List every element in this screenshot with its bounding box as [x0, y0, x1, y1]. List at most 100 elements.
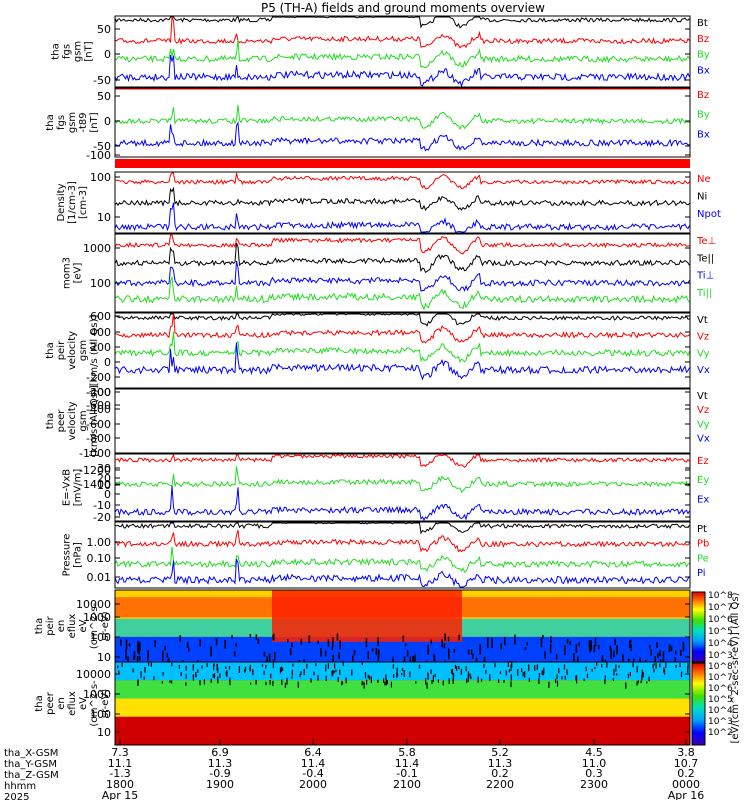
- y-axis-label-line: (cm^2-s-: [89, 680, 100, 727]
- panel-4: 1000 100 mom3 [eV] Te⊥ Te|| Ti⊥ Ti||: [62, 233, 716, 313]
- noise-speckle: [339, 640, 341, 650]
- x-tick-label: 5.8: [398, 746, 416, 759]
- panel-1: 50 0 -50 tha fgs gsm [nT] Bt Bz By Bx: [51, 15, 710, 88]
- colorbar-tick: 10^3: [708, 651, 733, 661]
- x-tick-label: 5.2: [491, 746, 509, 759]
- noise-speckle: [601, 663, 603, 668]
- noise-speckle: [629, 640, 631, 649]
- x-tick-label: 2100: [393, 778, 421, 791]
- noise-speckle: [508, 669, 510, 673]
- noise-speckle: [427, 673, 429, 680]
- noise-speckle: [185, 682, 187, 686]
- noise-speckle: [625, 682, 627, 689]
- legend-vx: Vx: [697, 434, 710, 445]
- noise-speckle: [577, 656, 579, 664]
- y-tick-label: 0.01: [87, 571, 112, 584]
- y-axis-label-line: velocity: [67, 331, 78, 370]
- noise-speckle: [675, 664, 677, 668]
- noise-speckle: [682, 641, 685, 652]
- legend-pe: Pe: [697, 553, 709, 564]
- colorbar-tick: 10^5: [708, 695, 733, 705]
- noise-speckle: [364, 672, 367, 679]
- y-tick-label: 30: [97, 462, 111, 475]
- noise-speckle: [272, 635, 274, 641]
- noise-speckle: [308, 635, 311, 644]
- colorbar-tick: 10^4: [708, 639, 733, 649]
- x-tick-label: -1.3: [109, 767, 130, 780]
- y-axis-label: tha fgs gsm [nT]: [51, 41, 95, 62]
- noise-speckle: [197, 669, 199, 673]
- noise-speckle: [137, 642, 139, 653]
- noise-speckle: [118, 670, 120, 674]
- noise-speckle: [470, 676, 472, 680]
- noise-speckle: [503, 680, 505, 683]
- noise-speckle: [612, 677, 614, 681]
- noise-speckle: [263, 670, 265, 675]
- noise-speckle: [466, 678, 468, 684]
- noise-speckle: [480, 678, 483, 682]
- panel-frame: [114, 87, 691, 158]
- noise-speckle: [563, 664, 566, 670]
- x-tick-label: 3.8: [677, 746, 695, 759]
- noise-speckle: [147, 650, 149, 658]
- y-axis-label-line: Pressure: [62, 534, 73, 577]
- noise-speckle: [665, 662, 667, 668]
- x-row-label: 2025: [4, 792, 29, 800]
- noise-speckle: [469, 673, 471, 679]
- noise-speckle: [656, 642, 658, 648]
- noise-speckle: [583, 678, 585, 681]
- noise-speckle: [613, 668, 615, 676]
- y-axis-label-line: tha: [34, 695, 45, 711]
- noise-speckle: [137, 681, 139, 686]
- noise-speckle: [650, 649, 652, 656]
- noise-speckle: [467, 675, 469, 682]
- noise-speckle: [590, 640, 592, 651]
- noise-speckle: [229, 679, 231, 686]
- noise-speckle: [500, 643, 502, 650]
- trace-pi: [114, 558, 690, 588]
- noise-speckle: [213, 663, 215, 667]
- colorbar-tick: 10^2: [708, 728, 733, 738]
- noise-speckle: [270, 673, 272, 679]
- noise-speckle: [524, 671, 526, 678]
- y-axis-label-line: E=-VxB: [62, 469, 73, 506]
- y-tick-label: 10000: [76, 668, 111, 681]
- y-tick-label: 10: [97, 479, 111, 492]
- noise-speckle: [185, 665, 187, 671]
- y-tick-label: 200: [90, 341, 111, 354]
- y-axis-label-line: mom3: [62, 257, 73, 289]
- noise-speckle: [566, 669, 568, 673]
- x-row-label: tha_Z-GSM: [4, 770, 59, 781]
- panel-frame: [114, 312, 691, 389]
- noise-speckle: [409, 671, 411, 678]
- noise-speckle: [324, 650, 327, 657]
- noise-speckle: [653, 669, 655, 673]
- noise-speckle: [541, 670, 543, 675]
- noise-speckle: [225, 671, 227, 676]
- noise-speckle: [203, 679, 205, 685]
- noise-speckle: [578, 642, 580, 647]
- noise-speckle: [336, 633, 339, 641]
- trace-bx: [114, 121, 690, 152]
- noise-speckle: [331, 670, 333, 677]
- noise-speckle: [401, 668, 404, 672]
- noise-speckle: [426, 682, 428, 689]
- noise-speckle: [188, 647, 190, 652]
- x-tick-label: 10.7: [674, 757, 699, 770]
- noise-speckle: [341, 681, 344, 685]
- y-axis-label-line: -t89: [78, 112, 89, 132]
- trace-vt: [114, 313, 690, 327]
- noise-speckle: [139, 655, 141, 661]
- noise-speckle: [366, 679, 368, 685]
- trace-ni: [114, 186, 690, 212]
- trace-vy: [114, 331, 690, 364]
- flag-bar: [115, 159, 690, 168]
- legend-te||: Te||: [696, 253, 714, 264]
- y-tick-label: 0: [104, 488, 111, 501]
- noise-speckle: [383, 678, 385, 683]
- flux-enhancement: [272, 590, 462, 642]
- noise-speckle: [451, 668, 453, 675]
- noise-speckle: [627, 673, 629, 679]
- trace-pb: [114, 529, 690, 553]
- noise-speckle: [325, 664, 327, 672]
